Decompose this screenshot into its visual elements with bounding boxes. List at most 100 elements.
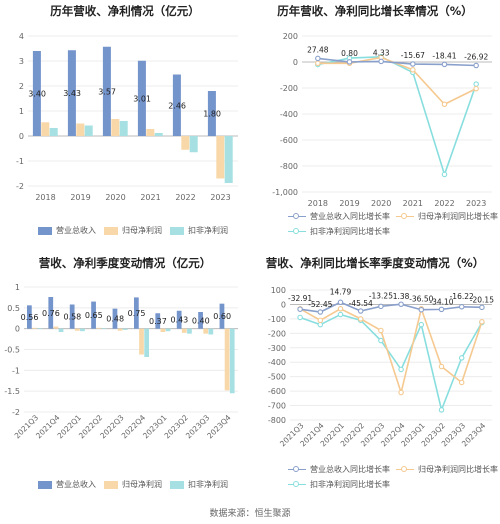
chart-plot: -800-700-600-500-400-300-200-10001002021… xyxy=(268,286,494,448)
y-tick-label: 0 xyxy=(15,325,20,334)
y-tick-label: -200 xyxy=(280,84,298,93)
legend-label: 归母净利润 xyxy=(122,480,162,489)
bar xyxy=(181,328,187,333)
data-point xyxy=(297,306,303,312)
data-point xyxy=(441,101,448,108)
bar xyxy=(58,328,64,332)
data-point xyxy=(410,61,416,67)
x-tick-label: 2019 xyxy=(70,193,90,202)
bar xyxy=(176,310,182,329)
legend-label: 扣非净利润 xyxy=(188,226,228,235)
data-point xyxy=(357,316,364,322)
bar xyxy=(229,328,235,394)
data-label: 3.57 xyxy=(98,87,116,96)
bar xyxy=(37,328,43,329)
chart-plot: -2 -1 0 1 2 3 4 2018 2019 2020 2021 2022 2023 3.40 3.4… xyxy=(16,32,238,202)
bar xyxy=(119,121,128,136)
bar xyxy=(84,125,93,136)
data-label: -36.50 xyxy=(409,295,433,304)
chart-title: 历年营收、净利同比增长率情况（%） xyxy=(277,4,473,18)
data-point xyxy=(438,306,445,313)
data-point xyxy=(315,60,321,67)
legend-swatch xyxy=(170,480,184,489)
legend-item-net-growth: 归母净利润同比增长率 xyxy=(396,464,498,475)
series-line xyxy=(317,57,477,67)
data-point xyxy=(458,355,465,361)
legend-label: 归母净利润 xyxy=(122,226,162,235)
legend-label: 归母净利润同比增长率 xyxy=(418,212,498,221)
annual-revenue-profit-chart: 历年营收、净利情况（亿元） -2 -1 0 1 2 3 4 2018 2019 2020 2021 2… xyxy=(0,0,250,250)
data-label: 3.43 xyxy=(63,89,81,98)
legend-item-net-growth: 归母净利润同比增长率 xyxy=(396,211,498,222)
chart-plot: -2-1.5-1-0.500.512021Q32021Q42022Q12022Q… xyxy=(4,283,238,441)
data-point xyxy=(458,379,465,386)
y-tick-label: -2 xyxy=(16,182,24,191)
data-label: -18.41 xyxy=(432,51,456,60)
legend-swatch xyxy=(396,465,414,474)
data-point xyxy=(337,306,344,312)
bar xyxy=(111,119,120,136)
bar xyxy=(224,136,233,183)
data-point xyxy=(378,58,384,65)
y-tick-label: 4 xyxy=(19,32,24,41)
x-tick-label: 2019 xyxy=(339,199,359,208)
y-tick-label: 0.5 xyxy=(7,304,20,313)
legend-label: 营业总收入 xyxy=(56,480,96,489)
data-label: 0.75 xyxy=(128,309,146,318)
legend-label: 营业总收入同比增长率 xyxy=(310,465,390,474)
x-tick-label: 2018 xyxy=(35,193,55,202)
x-tick-label: 2022 xyxy=(434,199,454,208)
bar xyxy=(181,136,190,150)
bar xyxy=(172,74,181,136)
series-line xyxy=(299,313,483,413)
data-point xyxy=(337,299,344,306)
data-point xyxy=(315,55,321,62)
legend-swatch xyxy=(288,480,306,489)
x-tick-label: 2023 xyxy=(210,193,230,202)
data-point xyxy=(378,327,384,334)
bar xyxy=(189,136,198,153)
x-tick-label: 2023Q4 xyxy=(205,413,233,441)
data-label: 1.38 xyxy=(393,292,410,301)
data-label: -34.10 xyxy=(429,297,453,306)
y-tick-label: 100 xyxy=(271,286,286,295)
bar xyxy=(76,123,85,136)
bar xyxy=(154,133,163,136)
data-point xyxy=(398,389,404,396)
legend-swatch xyxy=(170,226,184,235)
data-label: -15.67 xyxy=(401,51,425,60)
series-line xyxy=(299,301,482,313)
data-source-note: 数据来源：恒生聚源 xyxy=(209,509,291,519)
data-point xyxy=(317,317,324,324)
y-tick-label: 3 xyxy=(19,57,24,66)
y-tick-label: 2 xyxy=(19,82,24,91)
bar xyxy=(216,136,225,179)
bar xyxy=(80,328,85,332)
data-label: 0.48 xyxy=(106,315,124,324)
data-point xyxy=(398,366,404,373)
series-line xyxy=(317,56,477,106)
legend-item-deducted-growth: 扣非净利润同比增长率 xyxy=(288,226,390,237)
legend-swatch xyxy=(104,480,118,489)
bar xyxy=(53,326,59,329)
bar xyxy=(208,328,214,335)
data-label: -13.25 xyxy=(369,291,393,300)
data-label: 0.37 xyxy=(149,317,167,326)
y-tick-label: 0 xyxy=(293,58,298,67)
legend-item-revenue-growth: 营业总收入同比增长率 xyxy=(288,464,390,475)
legend-item-deducted-growth: 扣非净利润同比增长率 xyxy=(288,479,390,490)
bar xyxy=(198,312,203,329)
data-point xyxy=(458,304,465,310)
legend-label: 扣非净利润 xyxy=(188,480,228,489)
bar xyxy=(96,327,102,329)
data-point xyxy=(418,306,425,313)
y-tick-label: -800 xyxy=(280,162,298,171)
data-label: 0.43 xyxy=(170,316,188,325)
bar xyxy=(139,328,144,355)
bar xyxy=(102,46,111,136)
bar xyxy=(219,303,225,329)
legend-item-revenue-growth: 营业总收入同比增长率 xyxy=(288,211,390,222)
bar xyxy=(112,308,118,329)
y-tick-label: -600 xyxy=(268,387,286,396)
data-label: 3.01 xyxy=(133,94,151,103)
